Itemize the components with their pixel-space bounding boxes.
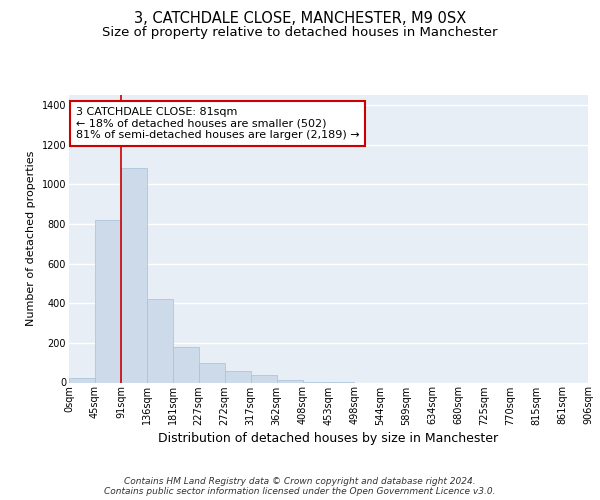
- Text: Size of property relative to detached houses in Manchester: Size of property relative to detached ho…: [102, 26, 498, 39]
- Bar: [69, 378, 95, 382]
- Bar: [277, 380, 302, 382]
- Bar: [199, 362, 224, 382]
- Bar: [95, 220, 121, 382]
- Y-axis label: Number of detached properties: Number of detached properties: [26, 151, 36, 326]
- Bar: [251, 374, 277, 382]
- Bar: [147, 299, 173, 382]
- Bar: [225, 370, 251, 382]
- Text: 3 CATCHDALE CLOSE: 81sqm
← 18% of detached houses are smaller (502)
81% of semi-: 3 CATCHDALE CLOSE: 81sqm ← 18% of detach…: [76, 107, 359, 140]
- X-axis label: Distribution of detached houses by size in Manchester: Distribution of detached houses by size …: [158, 432, 499, 444]
- Text: Contains HM Land Registry data © Crown copyright and database right 2024.
Contai: Contains HM Land Registry data © Crown c…: [104, 476, 496, 496]
- Bar: [173, 347, 199, 382]
- Text: 3, CATCHDALE CLOSE, MANCHESTER, M9 0SX: 3, CATCHDALE CLOSE, MANCHESTER, M9 0SX: [134, 11, 466, 26]
- Bar: [121, 168, 147, 382]
